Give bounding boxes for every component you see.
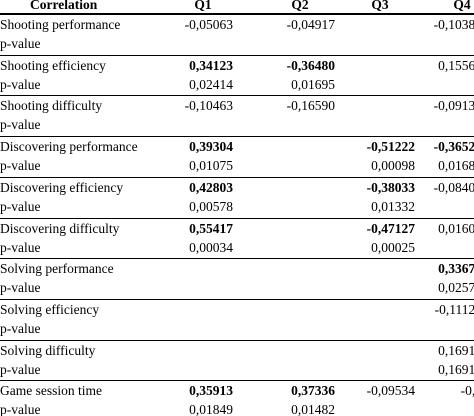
column-header: Q1 xyxy=(194,0,212,12)
p-value: 0,01695 xyxy=(291,76,335,92)
p-label: p-value xyxy=(0,198,41,214)
p-label: p-value xyxy=(0,76,41,92)
correlation-value: -0,09131 xyxy=(433,98,474,114)
row-label: Solving difficulty xyxy=(0,342,96,358)
p-value: 0,16919 xyxy=(438,361,474,377)
p-label: p-value xyxy=(0,117,41,133)
row-label: Game session time xyxy=(0,383,102,399)
p-label: p-value xyxy=(0,36,41,51)
correlation-value: 0,01603 xyxy=(438,220,474,236)
header-rule xyxy=(0,13,474,15)
group-rule xyxy=(0,258,474,260)
p-label: p-value xyxy=(0,320,41,336)
group-rule xyxy=(0,54,474,56)
p-label: p-value xyxy=(0,280,41,296)
group-rule xyxy=(0,380,474,382)
p-value: 0,00578 xyxy=(189,198,233,214)
p-label: p-value xyxy=(0,158,41,174)
correlation-value: -0,36480 xyxy=(286,57,335,73)
group-rule xyxy=(0,339,474,341)
correlation-value: 0,42803 xyxy=(189,179,233,195)
group-rule xyxy=(0,95,474,97)
correlation-value: 0,37336 xyxy=(291,383,335,399)
group-rule xyxy=(0,136,474,138)
correlation-value: -0,51222 xyxy=(366,139,415,155)
correlation-value: -0,11128 xyxy=(434,301,474,317)
correlation-value: -0,38033 xyxy=(366,179,415,195)
row-label: Shooting difficulty xyxy=(0,98,103,114)
row-label: Discovering performance xyxy=(0,139,138,155)
correlation-value: 0,34123 xyxy=(189,57,233,73)
correlation-value: -0,16590 xyxy=(286,98,335,114)
p-value: 0,01482 xyxy=(291,402,335,416)
column-header: Correlation xyxy=(30,0,98,12)
p-value: 0,00098 xyxy=(371,158,415,174)
column-header: Q4 xyxy=(453,0,471,12)
p-label: p-value xyxy=(0,239,41,255)
group-rule xyxy=(0,176,474,178)
column-header: Q3 xyxy=(371,0,389,12)
correlation-value: -0,47127 xyxy=(366,220,415,236)
correlation-value: 0,55417 xyxy=(189,220,233,236)
correlation-value: 0,33674 xyxy=(438,261,474,277)
p-value: 0,01075 xyxy=(189,158,233,174)
row-label: Discovering difficulty xyxy=(0,220,120,236)
p-value: 0,01332 xyxy=(371,198,415,214)
correlation-value: 0,39304 xyxy=(189,139,233,155)
row-label: Shooting efficiency xyxy=(0,57,106,73)
row-label: Solving efficiency xyxy=(0,301,100,317)
correlation-value: 0,35913 xyxy=(189,383,233,399)
p-label: p-value xyxy=(0,361,41,377)
p-value: 0,02575 xyxy=(438,280,474,296)
group-rule xyxy=(0,217,474,219)
correlation-value: -0,0 xyxy=(460,383,474,399)
p-value: 0,02414 xyxy=(189,76,233,92)
row-label: Solving performance xyxy=(0,261,114,277)
correlation-value: -0,05063 xyxy=(184,17,233,32)
p-label: p-value xyxy=(0,402,41,416)
group-rule xyxy=(0,298,474,300)
correlation-value: -0,09534 xyxy=(366,383,415,399)
row-label: Shooting performance xyxy=(0,17,121,32)
correlation-value: 0,16919 xyxy=(438,342,474,358)
correlation-value: -0,36528 xyxy=(433,139,474,155)
correlation-value: -0,10387 xyxy=(433,17,474,32)
correlation-value: -0,04917 xyxy=(286,17,335,32)
p-value: 0,00034 xyxy=(189,239,233,255)
p-value: 0,01849 xyxy=(189,402,233,416)
row-label: Discovering efficiency xyxy=(0,179,124,195)
column-header: Q2 xyxy=(291,0,309,12)
p-value: 0,00025 xyxy=(371,239,415,255)
p-value: 0,01682 xyxy=(438,158,474,174)
correlation-value: -0,10463 xyxy=(184,98,233,114)
